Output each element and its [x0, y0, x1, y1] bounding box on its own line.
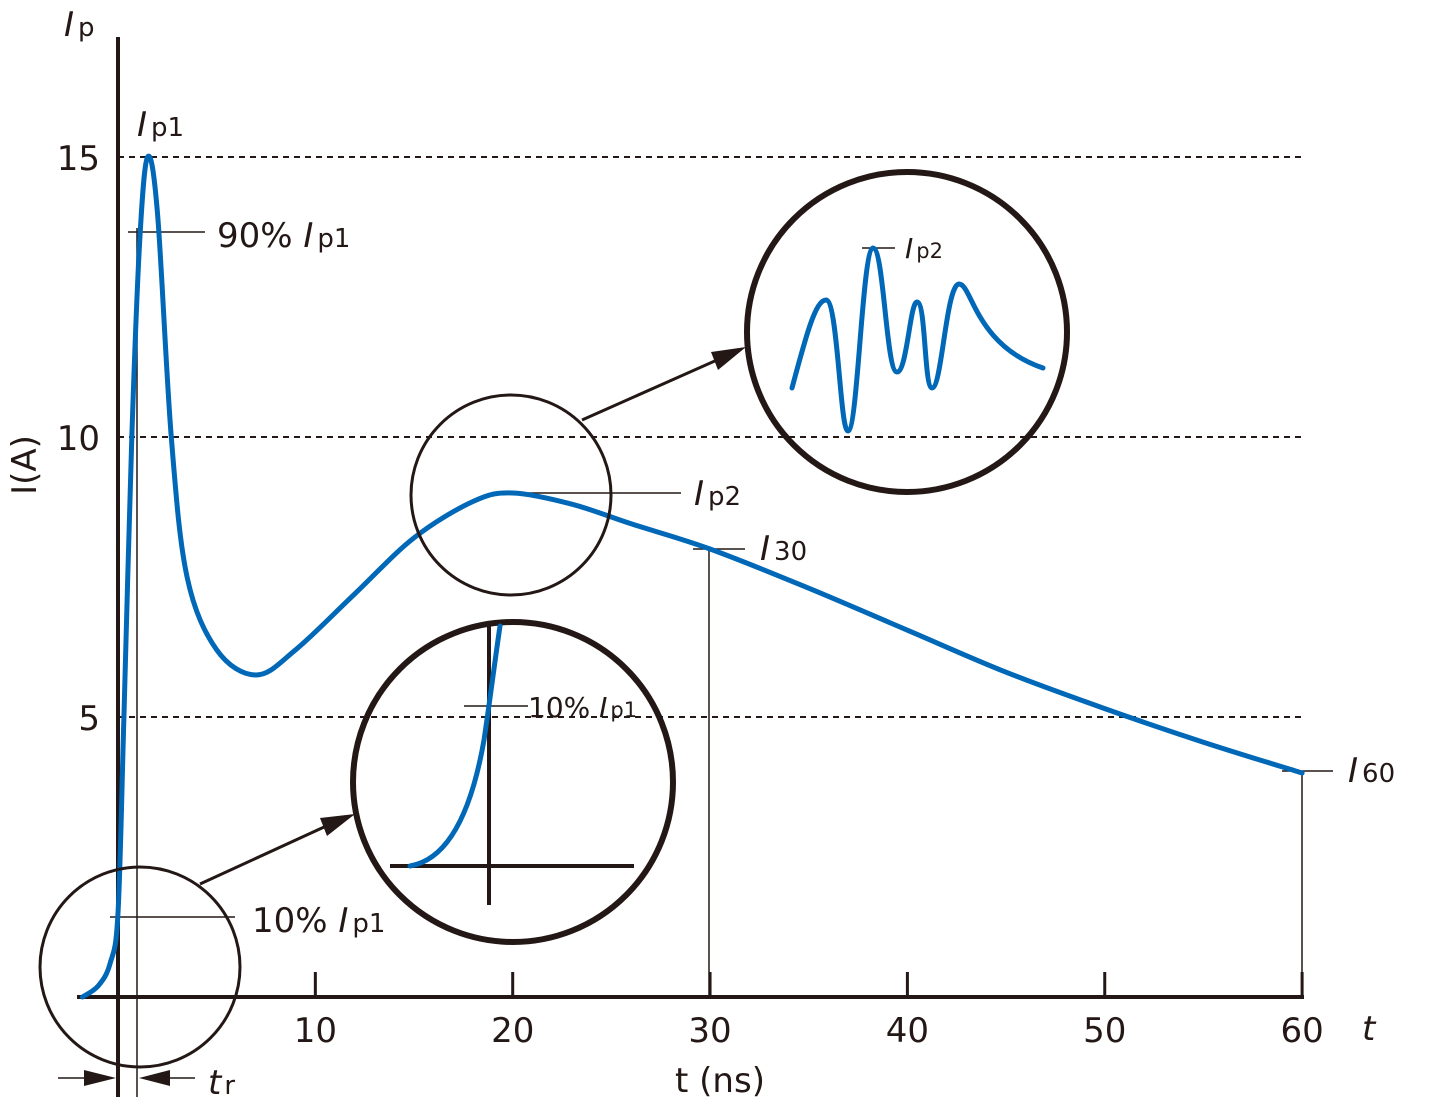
- y-tick-label: 15: [57, 139, 100, 179]
- current-waveform-line: [79, 153, 1305, 1000]
- ip2-zoom-arrow-line: [581, 354, 727, 422]
- x-tick-label: 60: [1280, 1011, 1323, 1051]
- y-axis-label: I(A): [5, 435, 45, 495]
- annotation-lines: [58, 228, 1333, 1097]
- ip2-zoom-arrowhead: [711, 347, 746, 370]
- ip2-zoom-circle: [409, 393, 613, 597]
- x-axis-label: t (ns): [675, 1061, 765, 1101]
- rise-zoom-arrowhead: [320, 814, 355, 836]
- i60-label: I 60: [1348, 751, 1395, 791]
- i30-label: I 30: [760, 529, 807, 569]
- x-tick-label: 10: [294, 1011, 337, 1051]
- x-axis-symbol: t: [1362, 1009, 1377, 1049]
- x-tick-label: 40: [886, 1011, 929, 1051]
- y-tick-label: 5: [78, 699, 100, 739]
- tr-right-arrowhead: [139, 1070, 170, 1086]
- tr-left-arrowhead: [84, 1070, 116, 1086]
- rise-zoom-circle: [38, 865, 242, 1069]
- y-tick-label: 10: [57, 419, 100, 459]
- x-tick-label: 30: [688, 1011, 731, 1051]
- x-tick-label: 20: [491, 1011, 534, 1051]
- rise-zoom-arrow-line: [199, 820, 336, 886]
- y-ticks: 5 10 15: [57, 139, 100, 739]
- x-ticks: 10 20 30 40 50 60: [294, 972, 1324, 1051]
- x-tick-label: 50: [1083, 1011, 1126, 1051]
